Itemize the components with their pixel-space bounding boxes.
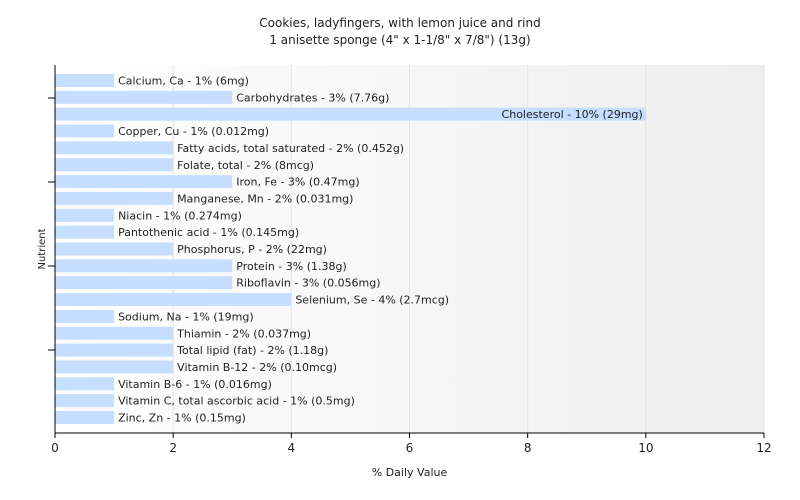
bar bbox=[55, 124, 115, 138]
bar bbox=[55, 394, 115, 408]
bar-label: Niacin - 1% (0.274mg) bbox=[118, 209, 242, 222]
bar bbox=[55, 90, 233, 104]
bar-label: Vitamin B-6 - 1% (0.016mg) bbox=[118, 378, 272, 391]
chart-title: Cookies, ladyfingers, with lemon juice a… bbox=[259, 16, 541, 30]
bar bbox=[55, 242, 174, 256]
x-tick-label: 6 bbox=[406, 441, 414, 455]
bar bbox=[55, 191, 174, 205]
bar bbox=[55, 293, 292, 307]
x-tick-label: 4 bbox=[288, 441, 296, 455]
bar bbox=[55, 276, 233, 290]
bar bbox=[55, 411, 115, 424]
bar-label: Selenium, Se - 4% (2.7mcg) bbox=[295, 294, 449, 307]
x-tick-label: 8 bbox=[524, 441, 532, 455]
bar-label: Calcium, Ca - 1% (6mg) bbox=[118, 75, 249, 88]
bar bbox=[55, 225, 115, 239]
bar-label: Fatty acids, total saturated - 2% (0.452… bbox=[177, 142, 404, 155]
bar-label: Sodium, Na - 1% (19mg) bbox=[118, 310, 254, 323]
bar bbox=[55, 158, 174, 172]
bar-label: Folate, total - 2% (8mcg) bbox=[177, 159, 314, 172]
bar-label: Phosphorus, P - 2% (22mg) bbox=[177, 243, 327, 256]
x-tick-label: 2 bbox=[169, 441, 177, 455]
bar-label: Iron, Fe - 3% (0.47mg) bbox=[236, 176, 359, 189]
bar-label: Cholesterol - 10% (29mg) bbox=[502, 108, 643, 121]
bar bbox=[55, 309, 115, 323]
bar bbox=[55, 377, 115, 391]
bar-label: Pantothenic acid - 1% (0.145mg) bbox=[118, 226, 299, 239]
chart-subtitle: 1 anisette sponge (4" x 1-1/8" x 7/8") (… bbox=[269, 33, 531, 47]
bar bbox=[55, 74, 115, 87]
bar-label: Copper, Cu - 1% (0.012mg) bbox=[118, 125, 269, 138]
bar bbox=[55, 107, 646, 121]
bar-label: Riboflavin - 3% (0.056mg) bbox=[236, 277, 380, 290]
bar-label: Vitamin B-12 - 2% (0.10mcg) bbox=[177, 361, 337, 374]
bar-label: Thiamin - 2% (0.037mg) bbox=[176, 327, 311, 340]
x-tick-label: 0 bbox=[51, 441, 59, 455]
bar bbox=[55, 259, 233, 273]
x-tick-label: 10 bbox=[638, 441, 653, 455]
bar-label: Vitamin C, total ascorbic acid - 1% (0.5… bbox=[118, 395, 355, 408]
bar-label: Protein - 3% (1.38g) bbox=[236, 260, 347, 273]
x-tick-label: 12 bbox=[756, 441, 771, 455]
bar bbox=[55, 141, 174, 155]
bar bbox=[55, 208, 115, 222]
bar-label: Total lipid (fat) - 2% (1.18g) bbox=[176, 344, 328, 357]
x-axis-label: % Daily Value bbox=[372, 466, 448, 479]
bar bbox=[55, 343, 174, 357]
bar-label: Manganese, Mn - 2% (0.031mg) bbox=[177, 192, 353, 205]
y-axis-label: Nutrient bbox=[37, 228, 48, 269]
bar-label: Carbohydrates - 3% (7.76g) bbox=[236, 91, 389, 104]
bar bbox=[55, 175, 233, 189]
bar bbox=[55, 326, 174, 340]
bar bbox=[55, 360, 174, 374]
bar-label: Zinc, Zn - 1% (0.15mg) bbox=[118, 412, 246, 425]
